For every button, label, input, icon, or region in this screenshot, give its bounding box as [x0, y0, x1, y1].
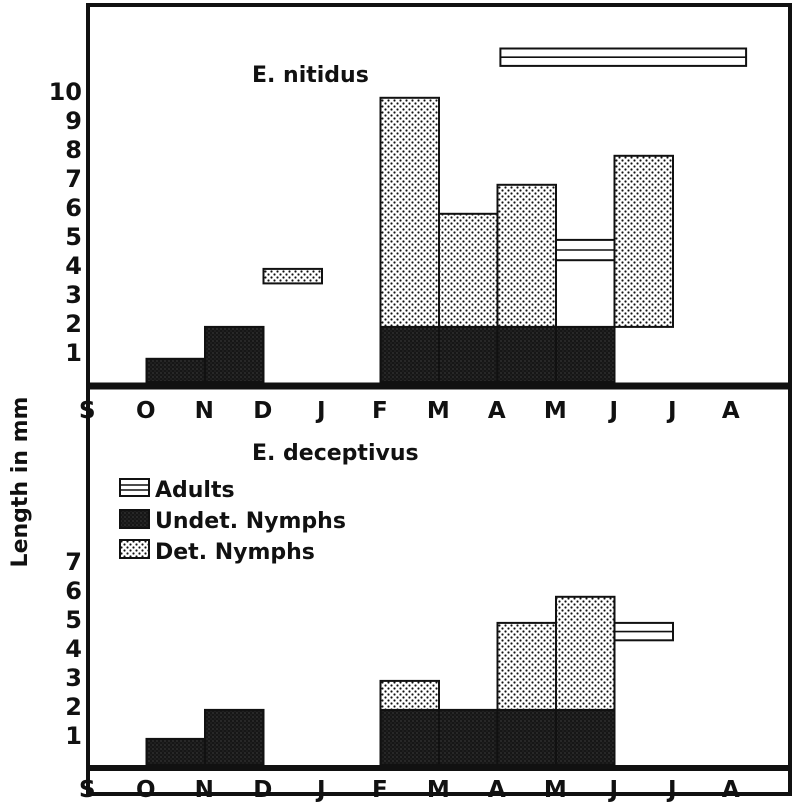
- top-bar-undet-nymphs-1: [204, 325, 265, 383]
- bottom-bar-det-nymphs-2: [555, 595, 616, 711]
- top-bar-det-nymphs-2: [438, 212, 499, 328]
- bottom-bar-det-nymphs-1: [496, 621, 557, 711]
- top-y-tick-label: 2: [65, 310, 82, 338]
- bottom-x-tick-label: J: [315, 777, 326, 802]
- bottom-bar-undet-nymphs-4: [496, 708, 557, 767]
- legend-swatch-det: [119, 539, 150, 559]
- top-y-tick-label: 9: [65, 107, 82, 135]
- top-y-tick-label: 1: [65, 339, 82, 367]
- legend: Adults Undet. Nymphs Det. Nymphs: [119, 478, 346, 565]
- bottom-y-tick-label: 2: [65, 693, 82, 721]
- bottom-x-tick-label: D: [253, 777, 272, 802]
- legend-label-adults: Adults: [155, 478, 235, 503]
- bottom-bar-undet-nymphs-3: [438, 708, 499, 767]
- y-axis-label: Length in mm: [8, 397, 33, 568]
- top-y-tick-label: 7: [65, 165, 82, 193]
- bottom-x-tick-label: N: [195, 777, 214, 802]
- top-x-tick-label: O: [136, 398, 156, 424]
- bottom-y-tick-label: 5: [65, 606, 82, 634]
- top-x-tick-label: J: [608, 398, 619, 424]
- bottom-panel-bars: [145, 595, 674, 767]
- top-x-tick-label: J: [666, 398, 677, 424]
- bottom-x-tick-label: M: [427, 777, 450, 802]
- top-x-tick-label: J: [315, 398, 326, 424]
- bottom-bar-undet-nymphs-2: [379, 708, 440, 767]
- top-bar-undet-nymphs-4: [496, 325, 557, 383]
- bottom-x-tick-label: A: [722, 777, 740, 802]
- top-panel-bars: [145, 47, 748, 383]
- top-bar-undet-nymphs-3: [438, 325, 499, 383]
- bottom-y-tick-label: 1: [65, 722, 82, 750]
- top-y-tick-label: 3: [65, 281, 82, 309]
- top-y-tick-label: 5: [65, 223, 82, 251]
- bottom-x-tick-label: F: [372, 777, 388, 802]
- top-panel-title: E. nitidus: [252, 63, 369, 88]
- bottom-bar-undet-nymphs-1: [204, 708, 265, 767]
- bottom-x-tick-label: S: [79, 777, 96, 802]
- bottom-panel-title: E. deceptivus: [252, 441, 419, 466]
- top-y-tick-label: 10: [49, 78, 82, 106]
- bottom-y-tick-label: 7: [65, 548, 82, 576]
- bottom-x-tick-label: A: [488, 777, 506, 802]
- bottom-x-tick-label: J: [608, 777, 619, 802]
- legend-swatch-adults: [119, 478, 150, 497]
- top-x-tick-label: S: [79, 398, 96, 424]
- top-x-tick-label: N: [195, 398, 214, 424]
- figure-frame: [86, 3, 792, 796]
- bottom-x-tick-label: M: [544, 777, 567, 802]
- bottom-x-tick-label: J: [666, 777, 677, 802]
- bottom-bar-undet-nymphs-0: [145, 737, 206, 767]
- bottom-x-tick-label: O: [136, 777, 156, 802]
- top-bar-undet-nymphs-5: [555, 325, 616, 383]
- top-bar-det-nymphs-0: [262, 267, 323, 285]
- bottom-y-tick-label: 3: [65, 664, 82, 692]
- top-x-tick-label: A: [722, 398, 740, 424]
- top-y-tick-label: 4: [65, 252, 82, 280]
- top-bar-det-nymphs-4: [613, 154, 674, 328]
- top-bar-undet-nymphs-2: [379, 325, 440, 383]
- bottom-y-tick-label: 4: [65, 635, 82, 663]
- top-y-tick-label: 8: [65, 136, 82, 164]
- top-bar-det-nymphs-3: [496, 183, 557, 328]
- bottom-bar-det-nymphs-0: [379, 679, 440, 711]
- legend-label-det: Det. Nymphs: [155, 540, 315, 565]
- top-x-tick-label: M: [544, 398, 567, 424]
- top-x-tick-label: M: [427, 398, 450, 424]
- legend-swatch-undet: [119, 509, 150, 529]
- top-bar-det-nymphs-1: [379, 96, 440, 328]
- top-x-tick-label: D: [253, 398, 272, 424]
- legend-label-undet: Undet. Nymphs: [155, 509, 346, 534]
- bottom-bar-undet-nymphs-5: [555, 708, 616, 767]
- top-x-tick-label: F: [372, 398, 388, 424]
- bottom-y-tick-label: 6: [65, 577, 82, 605]
- top-bar-undet-nymphs-0: [145, 357, 206, 383]
- top-y-tick-label: 6: [65, 194, 82, 222]
- top-x-tick-label: A: [488, 398, 506, 424]
